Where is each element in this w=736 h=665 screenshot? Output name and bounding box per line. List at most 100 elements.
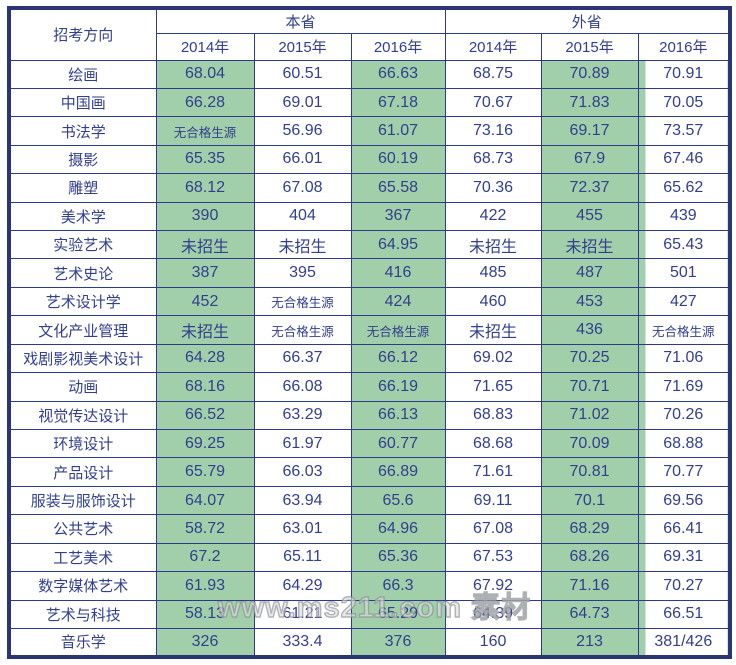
score-cell: 71.61 [444, 457, 542, 487]
score-cell: 65.29 [350, 599, 446, 629]
score-cell: 73.57 [637, 116, 731, 146]
table-row: 艺术与科技 58.13 61.21 65.29 64.39 64.73 66.51 [8, 599, 731, 629]
score-cell: 71.69 [637, 372, 731, 402]
score-cell: 65.43 [637, 230, 731, 260]
score-cell: 387 [155, 258, 255, 288]
score-cell: 56.96 [253, 116, 352, 146]
score-cell: 66.08 [253, 372, 352, 402]
score-cell: 67.08 [444, 514, 542, 544]
score-cell: 无合格生源 [637, 315, 731, 345]
table-row: 艺术设计学 452 无合格生源 424 460 453 427 [8, 286, 731, 317]
table-row: 摄影 65.35 66.01 60.19 68.73 67.9 67.46 [8, 144, 731, 175]
row-label: 工艺美术 [8, 542, 157, 573]
score-cell: 61.21 [253, 599, 352, 629]
row-label: 视觉传达设计 [8, 400, 157, 430]
score-cell: 66.51 [637, 599, 731, 629]
score-cell: 66.89 [350, 457, 446, 487]
score-cell: 67.46 [637, 144, 731, 175]
score-cell: 未招生 [444, 315, 542, 345]
year-header-row: 2014年 2015年 2016年 2014年 2015年 2016年 [9, 32, 731, 61]
score-cell: 404 [253, 201, 352, 232]
score-cell: 64.95 [350, 230, 446, 260]
score-cell: 66.41 [637, 514, 731, 544]
score-cell: 376 [350, 627, 446, 658]
score-cell: 64.07 [155, 485, 255, 516]
row-label: 音乐学 [8, 627, 157, 658]
group-header-other-province: 外省 [444, 7, 731, 34]
score-cell: 68.26 [540, 542, 639, 573]
score-cell: 60.19 [350, 144, 446, 175]
score-cell: 70.1 [540, 485, 639, 516]
score-cell: 427 [637, 286, 731, 317]
row-label: 产品设计 [8, 457, 157, 487]
table-row: 产品设计 65.79 66.03 66.89 71.61 70.81 70.77 [8, 457, 731, 487]
score-cell: 70.25 [540, 343, 639, 374]
score-cell: 64.29 [253, 571, 352, 601]
score-cell: 68.68 [444, 428, 542, 459]
row-label: 摄影 [8, 144, 157, 175]
row-label: 动画 [8, 372, 157, 402]
score-cell: 70.26 [637, 400, 731, 430]
score-cell: 71.16 [540, 571, 639, 601]
score-cell: 453 [540, 286, 639, 317]
score-cell: 367 [350, 201, 446, 232]
score-cell: 未招生 [155, 315, 255, 345]
score-cell: 63.29 [253, 400, 352, 430]
score-cell: 66.28 [155, 87, 255, 118]
score-cell: 66.01 [253, 144, 352, 175]
score-cell: 69.17 [540, 116, 639, 146]
score-cell: 439 [637, 201, 731, 232]
score-cell: 71.65 [444, 372, 542, 402]
row-label: 雕塑 [8, 173, 157, 203]
row-label: 服装与服饰设计 [8, 485, 157, 516]
score-cell: 73.16 [444, 116, 542, 146]
year-header: 2016年 [350, 32, 446, 61]
row-label: 艺术设计学 [8, 286, 157, 317]
table-row: 视觉传达设计 66.52 63.29 66.13 68.83 71.02 70.26 [8, 400, 731, 430]
score-cell: 501 [637, 258, 731, 288]
row-label: 实验艺术 [8, 230, 157, 260]
score-cell: 65.58 [350, 173, 446, 203]
score-cell: 65.35 [155, 144, 255, 175]
score-cell: 65.6 [350, 485, 446, 516]
row-label: 公共艺术 [8, 514, 157, 544]
table-row: 数字媒体艺术 61.93 64.29 66.3 67.92 71.16 70.27 [8, 571, 731, 601]
score-cell: 70.89 [540, 59, 639, 89]
score-cell: 71.83 [540, 87, 639, 118]
score-cell: 64.39 [444, 599, 542, 629]
score-cell: 67.92 [444, 571, 542, 601]
score-cell: 70.67 [444, 87, 542, 118]
score-cell: 69.11 [444, 485, 542, 516]
score-cell: 未招生 [540, 230, 639, 260]
score-cell: 60.77 [350, 428, 446, 459]
score-cell: 未招生 [444, 230, 542, 260]
score-cell: 422 [444, 201, 542, 232]
score-cell: 69.31 [637, 542, 731, 573]
score-cell: 333.4 [253, 627, 352, 658]
year-header: 2016年 [637, 32, 731, 61]
score-cell: 460 [444, 286, 542, 317]
score-cell: 65.62 [637, 173, 731, 203]
score-cell: 70.27 [637, 571, 731, 601]
table-row: 公共艺术 58.72 63.01 64.96 67.08 68.29 66.41 [8, 514, 731, 544]
score-cell: 68.16 [155, 372, 255, 402]
score-cell: 71.02 [540, 400, 639, 430]
table-row: 雕塑 68.12 67.08 65.58 70.36 72.37 65.62 [8, 173, 731, 203]
score-cell: 66.13 [350, 400, 446, 430]
year-header: 2015年 [253, 32, 352, 61]
score-cell: 65.11 [253, 542, 352, 573]
score-cell: 381/426 [637, 627, 731, 658]
score-cell: 67.08 [253, 173, 352, 203]
row-label: 艺术史论 [8, 258, 157, 288]
score-cell: 70.05 [637, 87, 731, 118]
table-row: 美术学 390 404 367 422 455 439 [8, 201, 731, 232]
score-cell: 未招生 [253, 230, 352, 260]
admission-scores-table: 招考方向 本省 外省 2014年 2015年 2016年 2014年 2015年 2016… [7, 6, 733, 659]
score-cell: 395 [253, 258, 352, 288]
score-cell: 64.28 [155, 343, 255, 374]
score-cell: 65.36 [350, 542, 446, 573]
row-label: 书法学 [8, 116, 157, 146]
score-cell: 67.2 [155, 542, 255, 573]
score-cell: 67.53 [444, 542, 542, 573]
row-label: 美术学 [8, 201, 157, 232]
